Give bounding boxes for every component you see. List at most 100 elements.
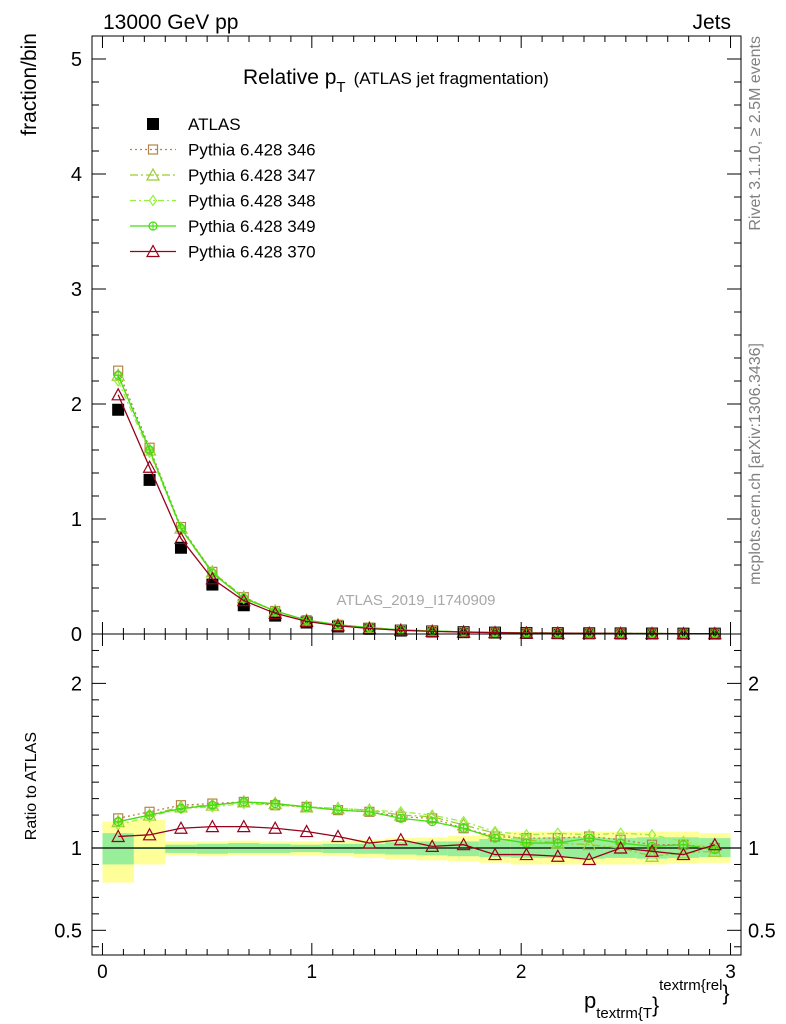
main-data-point <box>707 626 722 640</box>
ratio-data-point <box>393 832 408 846</box>
ratio-data-point <box>487 847 503 861</box>
main-y-tick-label: 5 <box>71 49 82 71</box>
ratio-data-point <box>207 800 217 810</box>
ratio-series-line <box>118 801 715 851</box>
x-tick-label: 0 <box>97 962 108 983</box>
legend: ATLAS Pythia 6.428 346 Pythia 6.428 347 Pyt… <box>130 115 316 262</box>
ratio-data-point <box>582 852 597 866</box>
legend-label: Pythia 6.428 347 <box>188 166 316 185</box>
ratio-data-point <box>302 800 311 813</box>
ratio-data-point <box>176 803 186 814</box>
ratio-data-point <box>490 833 500 843</box>
analysis-watermark: ATLAS_2019_I1740909 <box>336 592 495 609</box>
x-tick-label: 3 <box>725 962 736 983</box>
main-data-point <box>270 604 280 618</box>
legend-marker <box>145 167 161 181</box>
ratio-band-inner <box>353 843 386 854</box>
legend-label: Pythia 6.428 346 <box>188 141 316 160</box>
xaxis-label: ptextrm{T}textrm{rel} <box>584 977 729 1022</box>
ratio-plot-frame <box>91 633 742 956</box>
ratio-band-inner <box>196 843 229 854</box>
main-data-point <box>362 621 377 635</box>
ratio-y-tick-label-left: 2 <box>71 673 82 695</box>
main-data-point <box>519 625 534 639</box>
ratio-series-line <box>118 801 715 849</box>
main-data-point <box>582 626 597 639</box>
ratio-data-point <box>144 810 155 820</box>
ratio-data-point <box>616 827 625 840</box>
ratio-data-point <box>553 827 563 840</box>
ratio-data-point <box>113 817 123 827</box>
ratio-data-point <box>299 824 314 838</box>
main-data-point <box>456 624 471 638</box>
ratio-data-point <box>330 829 346 843</box>
ratio-data-point <box>239 797 249 807</box>
ratio-series-group <box>111 794 722 866</box>
main-data-point <box>425 624 440 637</box>
main-data-point <box>111 387 126 401</box>
main-data-point <box>176 523 186 536</box>
mcplots-note: mcplots.cern.ch [arXiv:1306.3436] <box>747 343 764 585</box>
ratio-data-point <box>519 847 534 861</box>
main-y-tick-label: 4 <box>71 164 82 186</box>
main-data-point <box>550 625 565 639</box>
ratio-data-point <box>550 848 565 862</box>
ratio-data-point <box>270 798 280 809</box>
ratio-data-point <box>645 844 660 857</box>
energy-label: 13000 GeV pp <box>103 11 238 34</box>
ratio-data-point <box>456 837 471 851</box>
main-data-point <box>676 626 691 640</box>
main-data-point <box>143 473 156 486</box>
main-data-point <box>487 625 503 639</box>
legend-marker <box>147 118 159 130</box>
ratio-data-point <box>268 820 283 834</box>
category-label: Jets <box>692 11 731 34</box>
ratio-data-point <box>459 823 469 833</box>
ratio-data-point <box>613 840 628 854</box>
ratio-data-point <box>142 827 157 841</box>
ratio-data-point <box>111 829 126 843</box>
ratio-data-point <box>236 819 251 833</box>
main-y-tick-label: 1 <box>71 509 82 531</box>
main-data-point <box>145 446 154 459</box>
ratio-data-point <box>582 837 597 851</box>
legend-label: ATLAS <box>188 115 241 134</box>
ratio-data-point <box>205 819 220 833</box>
ratio-data-point <box>425 839 440 852</box>
ratio-data-point <box>176 802 186 815</box>
main-data-point <box>645 626 660 640</box>
ratio-band-inner <box>102 833 134 865</box>
ratio-band-inner <box>165 844 197 853</box>
main-y-tick-label: 3 <box>71 279 82 301</box>
legend-label: Pythia 6.428 349 <box>188 217 316 236</box>
ratio-series-line <box>118 802 715 849</box>
main-data-point <box>144 445 155 455</box>
ratio-data-point <box>676 845 691 859</box>
main-ylabel: fraction/bin <box>18 33 41 136</box>
legend-marker <box>148 194 158 207</box>
ratio-data-point <box>521 838 532 848</box>
ratio-band-outer <box>133 820 166 865</box>
ratio-series-line <box>118 825 716 861</box>
ratio-data-point <box>707 837 722 851</box>
main-data-point <box>299 614 314 627</box>
ratio-data-point <box>707 844 722 857</box>
ratio-y-tick-label-right: 2 <box>748 673 759 695</box>
main-data-point <box>205 571 220 585</box>
ratio-y-tick-label-left: 1 <box>71 838 82 860</box>
legend-marker <box>147 144 159 155</box>
main-y-tick-label: 0 <box>71 624 82 646</box>
main-y-tick-label: 2 <box>71 394 82 416</box>
main-data-point <box>112 403 125 416</box>
x-tick-label: 2 <box>516 962 527 983</box>
legend-marker <box>148 221 158 231</box>
ratio-data-point <box>647 828 657 841</box>
ratio-data-point <box>362 835 377 849</box>
main-data-point <box>236 593 251 607</box>
ratio-data-point <box>173 820 188 834</box>
ratio-uncertainty-bands <box>92 820 741 883</box>
ratio-data-point <box>301 802 312 812</box>
ratio-data-point <box>333 805 343 815</box>
main-data-point <box>613 626 628 640</box>
axes-group: 0 1 2 3 0 1 2 3 4 5 0.5 0.5 1 1 2 2 <box>54 35 776 983</box>
